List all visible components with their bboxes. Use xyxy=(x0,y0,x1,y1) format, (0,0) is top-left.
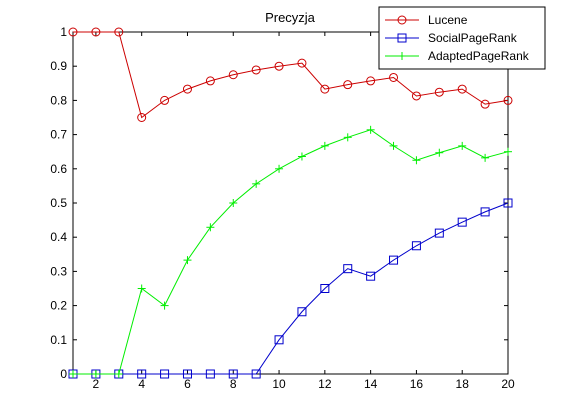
series-layer xyxy=(68,27,513,379)
data-point-lucene xyxy=(114,27,124,37)
data-point-lucene xyxy=(137,113,147,122)
data-point-lucene xyxy=(503,95,513,105)
x-tick-label: 18 xyxy=(456,377,470,391)
data-point-socialpagerank xyxy=(411,241,421,251)
y-tick-label: 1 xyxy=(60,25,67,39)
legend-item-lucene: Lucene xyxy=(385,13,468,27)
data-point-lucene xyxy=(434,87,444,97)
x-tick-label: 4 xyxy=(138,377,145,391)
data-point-adaptedpagerank xyxy=(481,153,490,162)
data-point-adaptedpagerank xyxy=(206,223,215,232)
data-point-socialpagerank xyxy=(480,207,490,217)
data-point-lucene xyxy=(228,70,238,80)
x-tick-label: 20 xyxy=(501,377,515,391)
data-point-socialpagerank xyxy=(503,198,513,208)
y-tick-label: 0.5 xyxy=(50,196,67,210)
legend-marker xyxy=(397,33,407,43)
data-point-socialpagerank xyxy=(389,255,399,265)
data-point-lucene xyxy=(297,58,307,68)
data-point-adaptedpagerank xyxy=(435,148,444,157)
data-point-socialpagerank xyxy=(343,264,353,274)
data-point-socialpagerank xyxy=(251,369,261,379)
legend-label: Lucene xyxy=(428,13,468,27)
data-point-adaptedpagerank xyxy=(458,141,467,150)
data-point-socialpagerank xyxy=(366,271,376,281)
data-point-socialpagerank xyxy=(274,335,284,345)
x-tick-label: 2 xyxy=(93,377,100,391)
data-point-lucene xyxy=(343,80,353,90)
x-tick-label: 6 xyxy=(184,377,191,391)
axes: 2 4 6 8 10 12 14 16 18 20 0 0.1 0.2 0.3 0.4 0.5 0.6 0.7 0.… xyxy=(50,25,515,391)
y-tick-label: 0.6 xyxy=(50,162,67,176)
series-lucene xyxy=(68,27,513,122)
data-point-socialpagerank xyxy=(457,217,467,227)
x-tick-label: 10 xyxy=(272,377,286,391)
data-point-lucene xyxy=(160,95,170,105)
legend-marker xyxy=(397,15,407,25)
data-point-adaptedpagerank xyxy=(137,284,146,293)
data-point-lucene xyxy=(274,61,284,71)
legend: Lucene SocialPageRank AdaptedPageRank xyxy=(378,6,546,70)
data-point-lucene xyxy=(366,76,376,86)
data-point-adaptedpagerank xyxy=(343,133,352,142)
legend-label: SocialPageRank xyxy=(428,31,518,45)
data-point-adaptedpagerank xyxy=(160,301,169,310)
legend-item-adaptedpagerank: AdaptedPageRank xyxy=(385,49,530,63)
data-point-lucene xyxy=(68,27,78,37)
y-tick-label: 0.3 xyxy=(50,264,67,278)
data-point-adaptedpagerank xyxy=(69,370,77,378)
data-point-socialpagerank xyxy=(434,228,444,238)
data-point-socialpagerank xyxy=(320,284,330,293)
data-point-socialpagerank xyxy=(160,369,170,379)
data-point-socialpagerank xyxy=(182,369,192,379)
data-point-adaptedpagerank xyxy=(275,164,284,173)
y-tick-label: 0.9 xyxy=(50,59,67,73)
legend-label: AdaptedPageRank xyxy=(428,49,530,63)
y-tick-label: 0.7 xyxy=(50,128,67,142)
data-point-adaptedpagerank xyxy=(252,179,261,188)
data-point-adaptedpagerank xyxy=(320,141,329,150)
x-tick-label: 16 xyxy=(410,377,424,391)
y-tick-label: 0.1 xyxy=(50,333,67,347)
data-point-adaptedpagerank xyxy=(297,152,306,161)
data-point-adaptedpagerank xyxy=(229,199,238,207)
data-point-adaptedpagerank xyxy=(366,125,375,134)
data-point-adaptedpagerank xyxy=(412,156,421,165)
data-point-socialpagerank xyxy=(297,307,307,317)
y-tick-label: 0 xyxy=(60,367,67,381)
data-point-socialpagerank xyxy=(228,369,238,379)
x-tick-label: 14 xyxy=(364,377,378,391)
legend-item-socialpagerank: SocialPageRank xyxy=(385,31,518,45)
data-point-lucene xyxy=(251,65,261,75)
data-point-lucene xyxy=(91,27,101,37)
data-point-adaptedpagerank xyxy=(504,147,512,156)
data-point-lucene xyxy=(320,84,330,94)
legend-marker xyxy=(398,52,406,60)
data-point-lucene xyxy=(182,84,192,94)
data-point-adaptedpagerank xyxy=(91,370,100,378)
x-tick-label: 12 xyxy=(318,377,332,391)
data-point-adaptedpagerank xyxy=(114,370,123,378)
series-adaptedpagerank xyxy=(69,125,512,378)
series-line-adaptedpagerank xyxy=(73,129,509,375)
y-tick-label: 0.2 xyxy=(50,299,67,313)
y-tick-label: 0.4 xyxy=(50,230,67,244)
data-point-lucene xyxy=(480,99,490,109)
data-point-adaptedpagerank xyxy=(389,141,398,150)
data-point-lucene xyxy=(205,76,215,86)
data-point-lucene xyxy=(389,72,399,82)
y-tick-label: 0.8 xyxy=(50,93,67,107)
data-point-socialpagerank xyxy=(137,369,147,379)
chart-title: Precyzja xyxy=(265,10,316,25)
x-tick-label: 8 xyxy=(230,377,237,391)
data-point-adaptedpagerank xyxy=(183,256,192,265)
data-point-lucene xyxy=(411,91,421,101)
data-point-socialpagerank xyxy=(205,369,215,379)
data-point-lucene xyxy=(457,84,467,94)
